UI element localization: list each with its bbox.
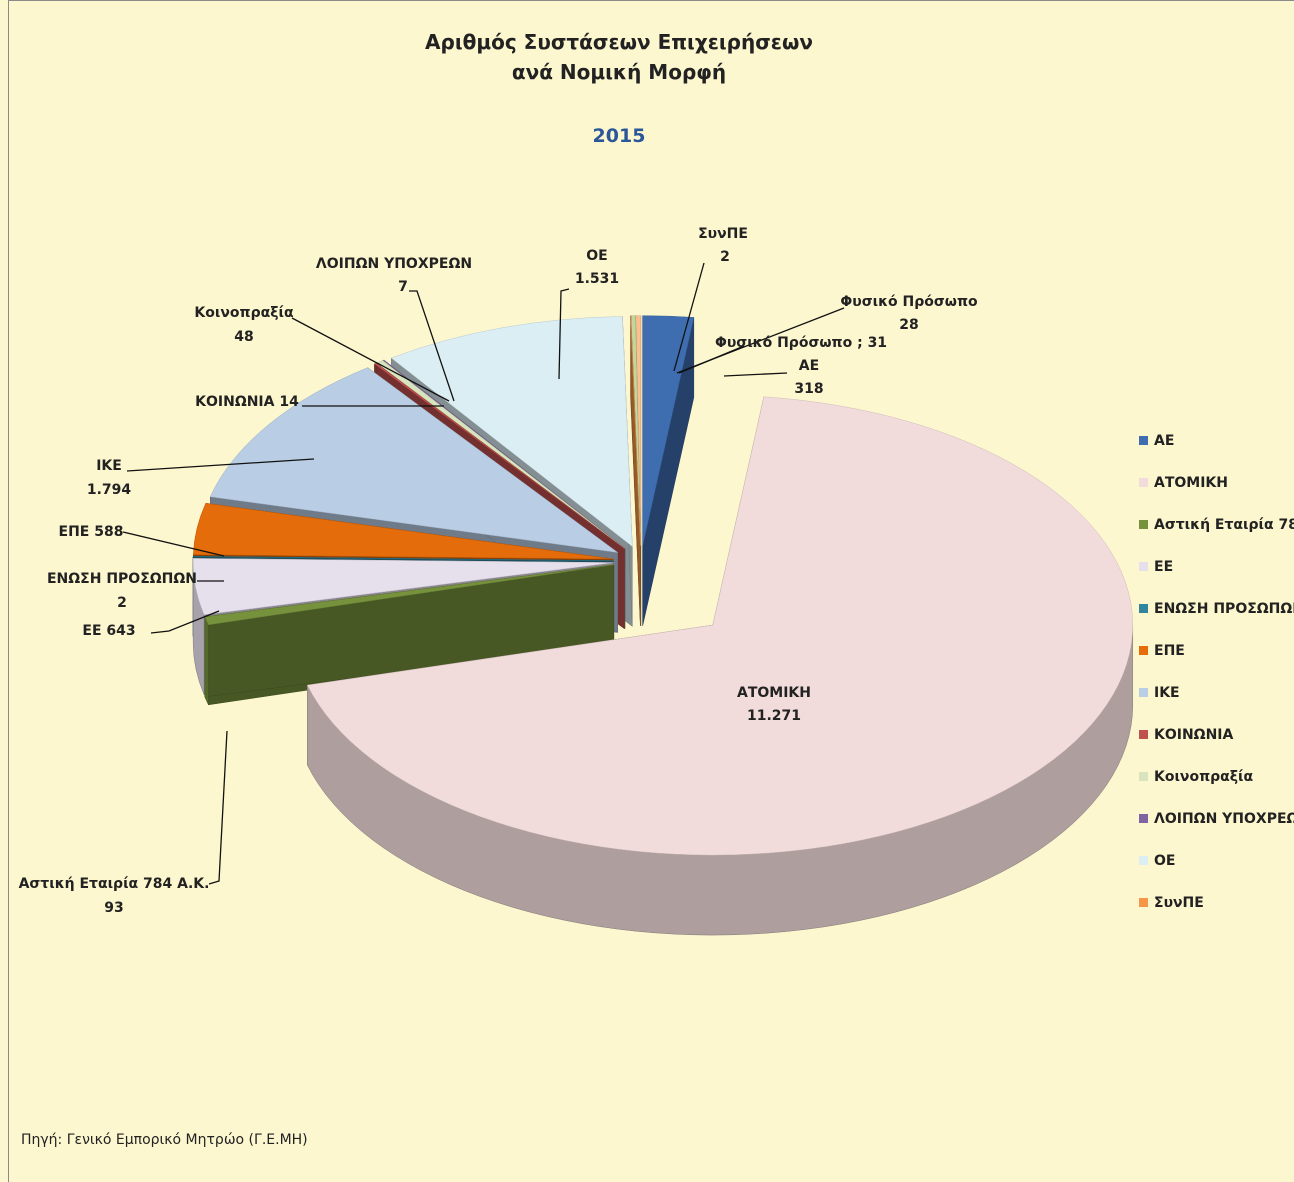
legend-item: ΑΕ [1139, 433, 1174, 449]
legend-label: Κοινοπραξία [1154, 769, 1254, 785]
legend-item: ΕΝΩΣΗ ΠΡΟΣΩΠΩΝ [1139, 601, 1294, 617]
legend-label: ΚΟΙΝΩΝΙΑ [1154, 727, 1234, 743]
chart: Αριθμός Συστάσεων Επιχειρήσεων ανά Νομικ… [8, 0, 1294, 1182]
leader-line [409, 290, 455, 402]
chart-title: Αριθμός Συστάσεων Επιχειρήσεων ανά Νομικ… [425, 30, 813, 84]
slice [630, 315, 641, 546]
data-label-value: 588 [94, 524, 123, 540]
leader-line [558, 288, 570, 380]
legend-swatch [1139, 520, 1148, 529]
data-label-value: ; 31 [857, 335, 887, 351]
legend-item: Αστική Εταιρία 784 Α.Κ. [1139, 517, 1294, 533]
data-label-value: 28 [899, 317, 918, 333]
data-label-value: 11.271 [747, 708, 801, 724]
slice [630, 315, 641, 626]
leader-line [678, 345, 745, 374]
data-label: ΕΕ 643 [82, 623, 135, 639]
data-label-name: Κοινοπραξία [194, 305, 294, 321]
data-label-name: ΣυνΠΕ [698, 226, 748, 242]
legend-swatch [1139, 772, 1148, 781]
data-label: ΕΠΕ 588 [59, 524, 124, 540]
data-label-value: 2 [117, 595, 127, 611]
legend-swatch [1139, 730, 1148, 739]
legend-swatch [1139, 856, 1148, 865]
data-label-name: ΚΟΙΝΩΝΙΑ [195, 394, 275, 410]
data-label-name: ΟΕ [586, 248, 607, 264]
data-label-name: Αστική Εταιρία 784 Α.Κ. [19, 876, 210, 892]
data-label-value: 14 [279, 394, 299, 410]
slice [209, 367, 618, 553]
slice [192, 556, 614, 561]
legend-swatch [1139, 814, 1148, 823]
data-label-name: ΑΤΟΜΙΚΗ [737, 685, 811, 701]
data-label-value: 318 [794, 381, 823, 397]
data-label-value: 643 [106, 623, 135, 639]
data-label-name: ΙΚΕ [96, 458, 122, 474]
slice [192, 558, 614, 615]
chart-subtitle: 2015 [592, 125, 646, 147]
legend-item: ΑΤΟΜΙΚΗ [1139, 475, 1228, 491]
data-label: ΚΟΙΝΩΝΙΑ 14 [195, 394, 299, 410]
legend-label: ΙΚΕ [1154, 685, 1180, 701]
legend-label: ΟΕ [1154, 853, 1176, 869]
legend-swatch [1139, 436, 1148, 445]
legend-item: Κοινοπραξία [1139, 769, 1253, 785]
data-label: Φυσικό Πρόσωπο ; 31 [715, 335, 887, 351]
source-note: Πηγή: Γενικό Εμπορικό Μητρώο (Γ.Ε.ΜΗ) [21, 1132, 308, 1148]
leader-line [723, 372, 788, 377]
slice [306, 396, 1134, 936]
legend-item: ΙΚΕ [1139, 685, 1180, 701]
legend-item: ΕΕ [1139, 559, 1173, 575]
slice [635, 315, 642, 546]
legend-swatch [1139, 604, 1148, 613]
data-label-name: ΛΟΙΠΩΝ ΥΠΟΧΡΕΩΝ [316, 256, 472, 272]
legend-item: ΣυνΠΕ [1139, 895, 1204, 911]
slice [642, 315, 695, 546]
data-label-value: 7 [398, 279, 408, 295]
data-label-value: 1.794 [87, 482, 132, 498]
slice [390, 316, 633, 547]
legend-item: ΛΟΙΠΩΝ ΥΠΟΧΡΕΩΝ [1139, 811, 1294, 827]
slice [193, 502, 614, 560]
pie-area: ΑΕ 318 ΑΤΟΜΙΚΗ 11.271 Αστική Εταιρία 784 Α.Κ… [19, 226, 1134, 936]
data-label-name: ΕΝΩΣΗ ΠΡΟΣΩΠΩΝ [47, 571, 197, 587]
slice [306, 396, 1134, 856]
legend-label: ΑΕ [1154, 433, 1175, 449]
leader-line [150, 610, 220, 634]
leader-line [208, 730, 228, 885]
legend-swatch [1139, 646, 1148, 655]
data-label-name: ΑΕ [799, 358, 819, 374]
legend-label: Αστική Εταιρία 784 Α.Κ. [1154, 517, 1294, 533]
legend-item: ΕΠΕ [1139, 643, 1185, 659]
legend-item: ΚΟΙΝΩΝΙΑ [1139, 727, 1233, 743]
legend-swatch [1139, 898, 1148, 907]
legend-label: ΣυνΠΕ [1154, 895, 1204, 911]
legend-item: ΟΕ [1139, 853, 1175, 869]
data-label-name: Φυσικό Πρόσωπο [840, 294, 978, 310]
data-label-value: 2 [720, 249, 730, 265]
data-label-name: Φυσικό Πρόσωπο [715, 335, 853, 351]
legend-label: ΕΠΕ [1154, 643, 1185, 659]
slice [642, 315, 695, 626]
data-label-value: 93 [104, 900, 123, 916]
leader-line [291, 317, 450, 402]
legend-label: ΕΕ [1154, 559, 1174, 575]
legend-label: ΑΤΟΜΙΚΗ [1154, 475, 1228, 491]
data-label-value: 48 [234, 329, 253, 345]
slice [204, 564, 615, 706]
data-label-name: ΕΠΕ [59, 524, 90, 540]
legend-label: ΛΟΙΠΩΝ ΥΠΟΧΡΕΩΝ [1154, 811, 1294, 827]
data-label-value: 1.531 [575, 271, 619, 287]
leader-line [673, 262, 705, 372]
leader-line [126, 458, 315, 472]
legend-swatch [1139, 562, 1148, 571]
leader-line [122, 531, 225, 557]
data-label-name: ΕΕ [82, 623, 101, 639]
legend-swatch [1139, 478, 1148, 487]
legend-label: ΕΝΩΣΗ ΠΡΟΣΩΠΩΝ [1154, 601, 1294, 617]
legend-swatch [1139, 688, 1148, 697]
slice-side [204, 616, 209, 705]
